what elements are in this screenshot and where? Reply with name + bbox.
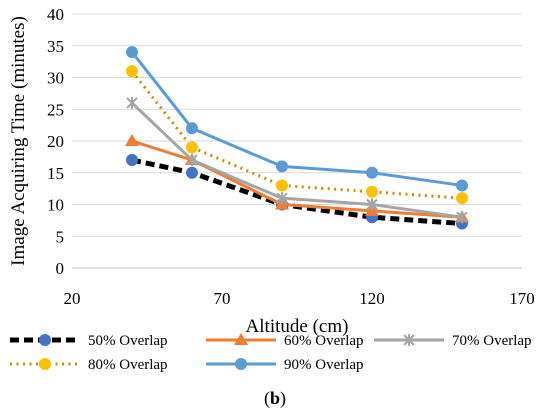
data-point (276, 179, 288, 192)
y-tick-label: 40 (47, 5, 64, 24)
data-point (186, 154, 198, 167)
series (126, 96, 468, 224)
x-tick-label: 120 (359, 289, 385, 308)
legend-item: 50% Overlap (10, 333, 168, 349)
x-tick-labels: 20 70 120 170 (64, 289, 535, 308)
data-point (126, 65, 138, 78)
x-axis-label: Altitude (cm) (246, 316, 349, 337)
gridlines (72, 13, 522, 237)
data-point (276, 160, 288, 173)
legend-label: 90% Overlap (284, 357, 364, 373)
data-point (276, 192, 288, 205)
legend-label: 70% Overlap (452, 333, 532, 349)
data-point (366, 185, 378, 198)
legend-label: 50% Overlap (88, 333, 168, 349)
data-point (186, 166, 198, 179)
series-line (130, 51, 463, 187)
data-point (403, 334, 415, 346)
legend-item: 90% Overlap (206, 357, 364, 373)
data-point (39, 334, 51, 346)
legend: 50% Overlap 60% Overlap 70% Overlap 80% Ove… (10, 333, 532, 373)
data-point (125, 134, 139, 146)
figure-letter: b (269, 388, 280, 408)
legend-item: 60% Overlap (206, 333, 364, 349)
y-tick-label: 35 (47, 37, 64, 56)
legend-item: 80% Overlap (10, 357, 168, 373)
y-axis-label: Image Acquiring Time (minutes) (8, 16, 29, 266)
y-tick-label: 30 (47, 69, 64, 88)
data-point (235, 358, 247, 370)
series (126, 154, 468, 230)
data-point (366, 166, 378, 179)
legend-label: 60% Overlap (284, 333, 364, 349)
y-tick-labels: 0 5 10 15 20 25 30 35 40 (47, 5, 64, 278)
y-tick-label: 5 (56, 227, 65, 246)
y-tick-label: 15 (47, 164, 64, 183)
data-point (186, 141, 198, 154)
legend-item: 70% Overlap (374, 333, 532, 349)
data-point (126, 154, 138, 167)
series-line (130, 101, 463, 219)
y-tick-label: 20 (47, 132, 64, 151)
data-point (456, 192, 468, 205)
figure-caption: (b) (263, 388, 286, 408)
data-point (186, 122, 198, 135)
legend-label: 80% Overlap (88, 357, 168, 373)
data-point (126, 96, 138, 109)
series (126, 46, 468, 192)
y-tick-label: 0 (56, 259, 65, 278)
line-chart: 0 5 10 15 20 25 30 35 40 20 70 120 170 Altitude (cm… (8, 5, 535, 373)
y-tick-label: 25 (47, 100, 64, 119)
x-tick-label: 70 (214, 289, 231, 308)
data-point (39, 358, 51, 370)
series-group (125, 46, 469, 230)
data-point (234, 333, 248, 345)
x-tick-label: 20 (64, 289, 81, 308)
data-point (366, 198, 378, 211)
data-point (456, 211, 468, 224)
data-point (456, 179, 468, 192)
y-tick-label: 10 (47, 196, 64, 215)
data-point (126, 46, 138, 59)
x-tick-label: 170 (509, 289, 535, 308)
series (126, 65, 468, 205)
